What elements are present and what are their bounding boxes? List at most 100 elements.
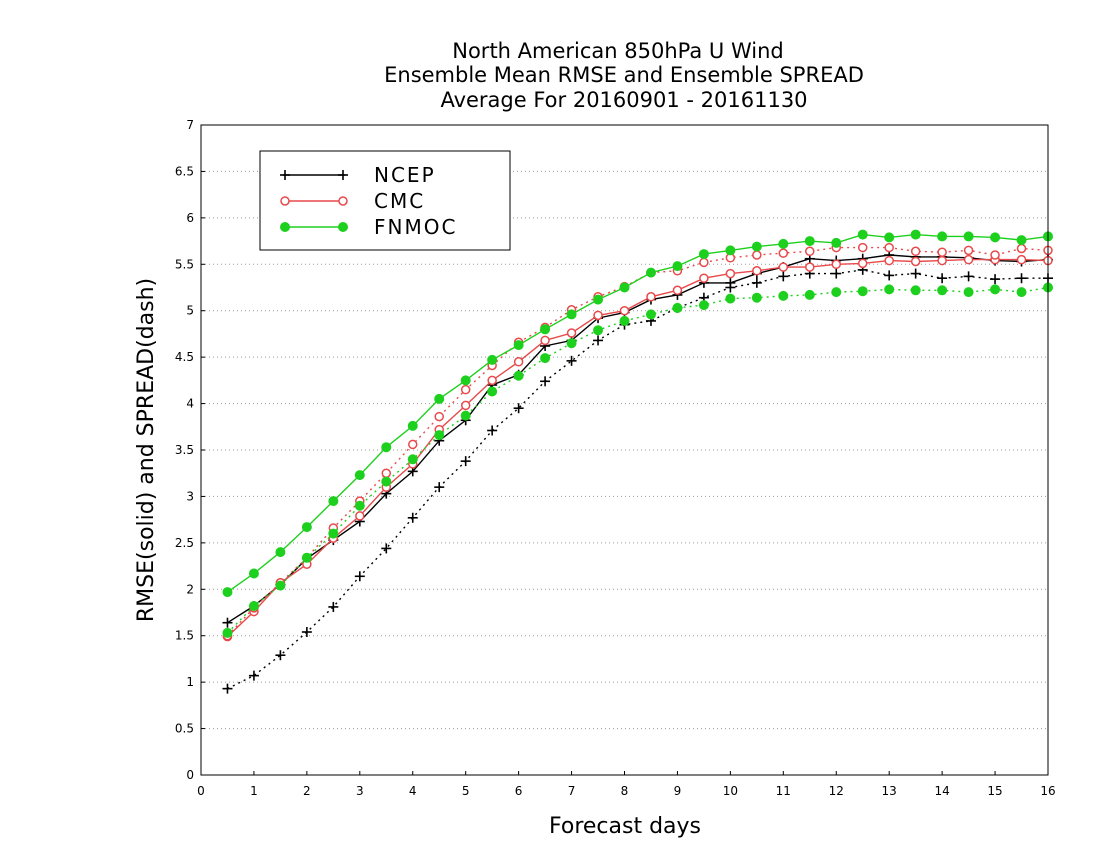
- fnmoc-spread-point: [1016, 287, 1027, 298]
- cmc-spread-point: [699, 257, 709, 268]
- ncep-spread-point: [990, 274, 1001, 285]
- ncep-spread-point: [725, 282, 736, 293]
- fnmoc-rmse-point: [354, 470, 365, 481]
- ncep-spread-point: [831, 268, 842, 279]
- ncep-spread-series: [222, 264, 1053, 694]
- cmc-spread-point: [805, 246, 815, 257]
- y-tick-label: 1.5: [175, 629, 194, 643]
- y-tick-label: 4.5: [175, 350, 194, 364]
- ncep-spread-point: [275, 650, 286, 661]
- chart-title: North American 850hPa U Wind Ensemble Me…: [384, 39, 864, 112]
- x-tick-label: 2: [303, 784, 311, 798]
- fnmoc-spread-point: [804, 289, 815, 300]
- cmc-spread-point: [990, 250, 1000, 260]
- x-axis-ticks: 0 1 2 3 4 5 6 7 8 9 10 11 12 13 14 15 16: [197, 771, 1056, 798]
- ncep-spread-point: [434, 482, 445, 493]
- fnmoc-spread-point: [407, 454, 418, 465]
- fnmoc-spread-point: [857, 286, 868, 297]
- cmc-rmse-point: [831, 259, 841, 270]
- y-tick-label: 5.5: [175, 257, 194, 271]
- fnmoc-rmse-point: [248, 568, 259, 579]
- cmc-rmse-point: [857, 258, 868, 269]
- fnmoc-rmse-point: [698, 249, 709, 260]
- fnmoc-spread-point: [593, 325, 604, 336]
- ncep-spread-point: [248, 670, 259, 681]
- ncep-spread-point: [407, 512, 418, 523]
- x-tick-label: 16: [1040, 784, 1055, 798]
- fnmoc-spread-point: [275, 580, 286, 591]
- fnmoc-rmse-point: [381, 442, 392, 453]
- fnmoc-rmse-point: [275, 547, 286, 558]
- fnmoc-rmse-point: [1016, 235, 1027, 246]
- fnmoc-rmse-point: [725, 245, 736, 256]
- fnmoc-spread-point: [301, 552, 312, 563]
- legend-marker: [338, 196, 348, 206]
- fnmoc-rmse-point: [645, 267, 656, 278]
- y-tick-label: 3: [186, 489, 194, 503]
- x-tick-label: 8: [621, 784, 629, 798]
- x-tick-label: 15: [987, 784, 1002, 798]
- fnmoc-rmse-point: [778, 238, 789, 249]
- ncep-spread-point: [381, 543, 392, 554]
- fnmoc-spread-point: [566, 338, 577, 349]
- title-line-3: Average For 20160901 - 20161130: [440, 88, 807, 112]
- cmc-rmse-point: [910, 256, 921, 267]
- fnmoc-spread-point: [725, 293, 736, 304]
- fnmoc-spread-point: [460, 410, 471, 421]
- fnmoc-spread-point: [487, 386, 498, 397]
- ncep-spread-point: [963, 271, 974, 282]
- fnmoc-rmse-point: [566, 309, 577, 320]
- cmc-rmse-point: [513, 357, 524, 367]
- fnmoc-spread-point: [540, 353, 551, 364]
- cmc-rmse-point: [460, 400, 471, 411]
- x-tick-label: 10: [723, 784, 738, 798]
- cmc-rmse-series: [222, 254, 1053, 642]
- legend-marker: [280, 170, 290, 180]
- x-tick-label: 0: [197, 784, 205, 798]
- cmc-spread-point: [408, 439, 418, 450]
- legend-label: FNMOC: [374, 215, 457, 239]
- fnmoc-spread-point: [751, 292, 762, 303]
- cmc-rmse-point: [355, 511, 365, 521]
- fnmoc-rmse-point: [328, 496, 339, 507]
- y-tick-label: 6: [186, 211, 194, 225]
- ncep-spread-point: [222, 683, 233, 694]
- fnmoc-spread-point: [963, 287, 974, 298]
- fnmoc-spread-point: [248, 601, 259, 611]
- fnmoc-spread-point: [328, 528, 339, 539]
- cmc-spread-point: [381, 468, 392, 478]
- fnmoc-rmse-point: [222, 587, 233, 598]
- y-tick-label: 4: [186, 397, 194, 411]
- legend-marker: [338, 170, 348, 180]
- ncep-spread-point: [354, 571, 365, 582]
- y-tick-label: 5: [186, 304, 194, 318]
- fnmoc-rmse-point: [460, 375, 471, 386]
- fnmoc-rmse-point: [831, 237, 842, 248]
- fnmoc-rmse-point: [751, 241, 762, 252]
- x-tick-label: 11: [776, 784, 791, 798]
- fnmoc-rmse-line: [227, 233, 1049, 593]
- cmc-rmse-point: [963, 254, 974, 265]
- cmc-rmse-point: [884, 255, 894, 266]
- fnmoc-spread-point: [645, 309, 656, 320]
- cmc-rmse-point: [752, 266, 762, 276]
- y-tick-label: 0.5: [175, 722, 194, 736]
- cmc-rmse-point: [805, 262, 815, 272]
- ncep-spread-point: [460, 456, 471, 467]
- fnmoc-rmse-point: [990, 232, 1001, 243]
- cmc-rmse-point: [540, 335, 550, 346]
- cmc-spread-point: [857, 242, 868, 253]
- fnmoc-rmse-point: [619, 282, 630, 293]
- y-tick-label: 7: [186, 118, 194, 132]
- fnmoc-spread-point: [222, 627, 233, 638]
- ncep-rmse-line: [227, 254, 1049, 624]
- cmc-spread-point: [963, 245, 974, 256]
- x-tick-label: 3: [356, 784, 364, 798]
- y-tick-label: 1: [186, 675, 194, 689]
- ncep-spread-point: [751, 277, 762, 288]
- fnmoc-rmse-point: [857, 229, 868, 240]
- x-tick-label: 7: [568, 784, 576, 798]
- cmc-rmse-point: [566, 328, 577, 338]
- fnmoc-rmse-point: [963, 231, 974, 242]
